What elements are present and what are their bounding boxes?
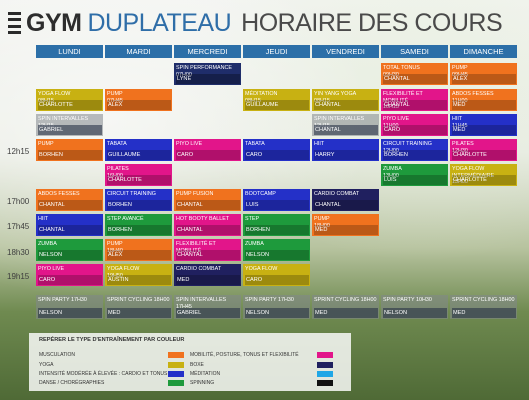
class-block[interactable]: YOGA FLOW 19H50 AUSTIN: [105, 264, 172, 286]
class-block[interactable]: ABDOS FESSES 11H00 MED: [450, 89, 517, 111]
class-block[interactable]: SPIN PARTY 10H30 NELSON: [381, 295, 448, 319]
class-block[interactable]: PIYO LIVE CARO: [174, 139, 241, 161]
class-block[interactable]: HIIT HARRY: [312, 139, 379, 161]
class-block[interactable]: YOGA FLOW INTERMÉDIAIRE 13H00 CHARLOTTE: [450, 164, 517, 186]
day-header-lundi: LUNDI: [36, 45, 103, 58]
gym-logo-icon: [8, 12, 21, 34]
day-header-samedi: SAMEDI: [381, 45, 448, 58]
class-block[interactable]: SPRINT CYCLING 18H00 MED: [450, 295, 517, 319]
class-block[interactable]: ZUMBA NELSON: [243, 239, 310, 261]
legend-label: SPINNING: [190, 380, 215, 386]
time-label: 12h15: [7, 147, 30, 156]
class-block[interactable]: SPIN PARTY 17H30 NELSON: [243, 295, 310, 319]
legend-swatch: [317, 362, 333, 368]
legend-label: MUSCULATION: [39, 352, 76, 358]
title-duplateau: DUPLATEAU: [87, 8, 232, 37]
legend-label: DANSE / CHORÉGRAPHIES: [39, 380, 105, 386]
legend-swatch: [168, 380, 184, 386]
class-block[interactable]: STEP BORHEN: [243, 214, 310, 236]
class-block[interactable]: HOT BOOTY BALLET CHANTAL: [174, 214, 241, 236]
legend-swatch: [168, 352, 184, 358]
class-block[interactable]: HIIT 11H45 MED: [450, 114, 517, 136]
page-title: GYM DUPLATEAU HORAIRE DES COURS: [8, 8, 503, 37]
class-block[interactable]: YOGA FLOW CARO: [243, 264, 310, 286]
class-block[interactable]: SPRINT CYCLING 18H00 MED: [105, 295, 172, 319]
day-header-mardi: MARDI: [105, 45, 172, 58]
day-header-vendredi: VENDREDI: [312, 45, 379, 58]
legend-label: INTENSITÉ MODÉRÉE À ÉLEVÉE : CARDIO ET T…: [39, 371, 168, 377]
class-block[interactable]: PUMP 18H40 ALEX: [105, 239, 172, 261]
class-block[interactable]: CIRCUIT TRAINING 12H00 BORHEN: [381, 139, 448, 161]
class-block[interactable]: HIIT CHANTAL: [36, 214, 103, 236]
time-label: 17h45: [7, 222, 30, 231]
color-legend: REPÉRER LE TYPE D'ENTRAÎNEMENT PAR COULE…: [29, 333, 351, 391]
class-block[interactable]: TABATA GUILLAUME: [105, 139, 172, 161]
class-block[interactable]: SPRINT CYCLING 18H00 MED: [312, 295, 379, 319]
class-block[interactable]: MÉDITATION 08H15 GUILLAUME: [243, 89, 310, 111]
legend-label: MOBILITÉ, POSTURE, TONUS ET FLEXIBILITÉ: [190, 352, 299, 358]
class-block[interactable]: PUMP 07H45 ALEX: [105, 89, 172, 111]
legend-title: REPÉRER LE TYPE D'ENTRAÎNEMENT PAR COULE…: [39, 337, 185, 343]
day-header-mercredi: MERCREDI: [174, 45, 241, 58]
class-block[interactable]: SPIN INTERVALLES 12H15CHANTAL: [312, 114, 379, 136]
time-label: 19h15: [7, 272, 30, 281]
legend-swatch: [317, 380, 333, 386]
class-block[interactable]: SPIN INTERVALLES 12H15GABRIEL: [36, 114, 103, 136]
time-label: 18h30: [7, 248, 30, 257]
legend-label: YOGA: [39, 362, 54, 368]
time-label: 17h00: [7, 197, 30, 206]
class-block[interactable]: SPIN INTERVALLES 17H45 GABRIEL: [174, 295, 241, 319]
legend-label: MÉDITATION: [190, 371, 221, 377]
class-block[interactable]: CARDIO COMBAT CHANTAL: [312, 189, 379, 211]
class-block[interactable]: SPIN PARTY 17H30 NELSON: [36, 295, 103, 319]
class-block[interactable]: ZUMBA NELSON: [36, 239, 103, 261]
legend-swatch: [168, 371, 184, 377]
class-block[interactable]: BOOTCAMP LUIS: [243, 189, 310, 211]
class-block[interactable]: PUMP BORHEN: [36, 139, 103, 161]
class-block[interactable]: YOGA FLOW 08H15 CHARLOTTE: [36, 89, 103, 111]
class-block[interactable]: ZUMBA 13H00 LUIS: [381, 164, 448, 186]
legend-swatch: [317, 371, 333, 377]
class-block[interactable]: SPIN PERFORMANCE 07H00 LYNE: [174, 63, 241, 85]
class-block[interactable]: PILATES 12H30 CHARLOTTE: [450, 139, 517, 161]
class-block[interactable]: TOTAL TONUS 09H30 CHANTAL: [381, 63, 448, 85]
legend-swatch: [168, 362, 184, 368]
class-block[interactable]: PUMP 09H45 ALEX: [450, 63, 517, 85]
class-block[interactable]: YIN YANG YOGA 08H15 CHANTAL: [312, 89, 379, 111]
day-header-jeudi: JEUDI: [243, 45, 310, 58]
class-block[interactable]: TABATA CARO: [243, 139, 310, 161]
class-block[interactable]: PUMP 18H00 MED: [312, 214, 379, 236]
class-block[interactable]: PUMP FUSION CHANTAL: [174, 189, 241, 211]
legend-label: BOXE: [190, 362, 204, 368]
legend-swatch: [317, 352, 333, 358]
class-block[interactable]: PIYO LIVE CARO: [36, 264, 103, 286]
class-block[interactable]: FLEXIBILITÉ ET MOBILITÉ CHANTAL: [174, 239, 241, 261]
day-header-dimanche: DIMANCHE: [450, 45, 517, 58]
class-block[interactable]: PILATES 16H00 CHARLOTTE: [105, 164, 172, 186]
class-block[interactable]: STEP AVANCÉ BORHEN: [105, 214, 172, 236]
class-block[interactable]: CIRCUIT TRAINING BORHEN: [105, 189, 172, 211]
title-horaire: HORAIRE DES COURS: [241, 8, 503, 37]
class-block[interactable]: FLEXIBILITÉ ET MOBILITÉ 10H15 CHANTAL: [381, 89, 448, 111]
title-gym: GYM: [26, 8, 82, 37]
class-block[interactable]: ABDOS FESSES CHANTAL: [36, 189, 103, 211]
class-block[interactable]: PIYO LIVE 11H00 CARO: [381, 114, 448, 136]
class-block[interactable]: CARDIO COMBAT MED: [174, 264, 241, 286]
